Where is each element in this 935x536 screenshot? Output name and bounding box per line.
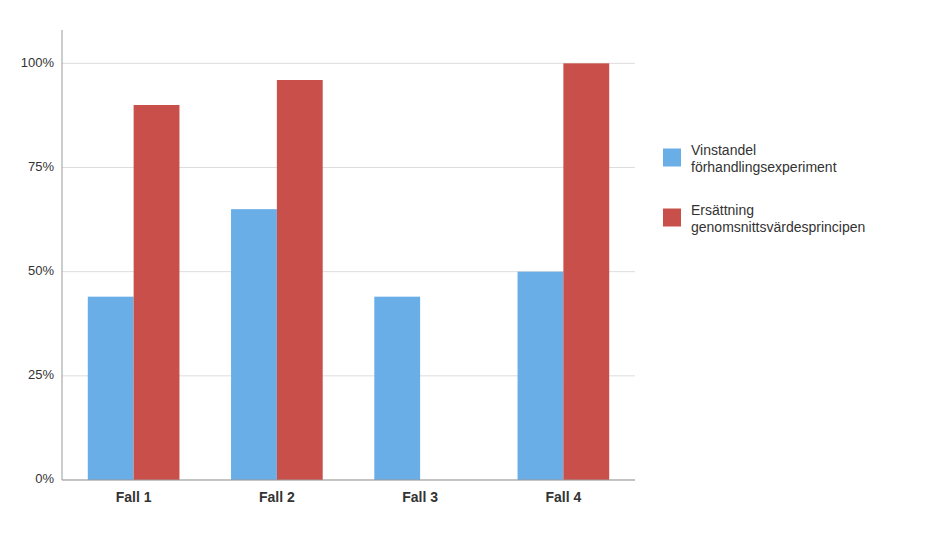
legend-label-line: Vinstandel	[691, 142, 756, 158]
grid-line	[62, 480, 635, 481]
page: {"chart_data": {"type": "bar", "categori…	[0, 0, 935, 536]
bar	[88, 297, 134, 480]
x-tick-label: Fall 2	[259, 489, 295, 505]
y-tick-label: 75%	[28, 159, 54, 174]
x-tick-label: Fall 1	[116, 489, 152, 505]
x-axis-line	[62, 480, 635, 481]
bars	[88, 63, 609, 480]
bar	[563, 63, 609, 480]
y-tick-label: 25%	[28, 367, 54, 382]
legend-label-line: Ersättning	[691, 202, 754, 218]
legend-label-line: förhandlingsexperiment	[691, 159, 837, 175]
chart-container: 0% 25% 50% 75% 100% Fall 1 Fall 2 Fall 3 Fall 4 V…	[0, 0, 935, 536]
y-tick-label: 100%	[21, 55, 55, 70]
bar	[518, 272, 564, 480]
y-tick-label: 0%	[35, 471, 54, 486]
grid-line	[62, 63, 635, 64]
grid	[62, 63, 635, 480]
bar	[134, 105, 180, 480]
x-tick-labels: Fall 1 Fall 2 Fall 3 Fall 4	[116, 489, 582, 505]
bar	[277, 80, 323, 480]
x-tick-label: Fall 4	[545, 489, 581, 505]
y-tick-labels: 0% 25% 50% 75% 100%	[21, 55, 55, 487]
legend: Vinstandelförhandlingsexperiment Ersättni…	[663, 142, 865, 235]
bar	[374, 297, 420, 480]
legend-label: Vinstandelförhandlingsexperiment	[691, 142, 837, 175]
chart-svg: 0% 25% 50% 75% 100% Fall 1 Fall 2 Fall 3 Fall 4 V…	[0, 0, 935, 536]
axes	[62, 30, 635, 480]
legend-label-line: genomsnittsvärdesprincipen	[691, 219, 865, 235]
legend-swatch	[663, 149, 681, 167]
legend-swatch	[663, 209, 681, 227]
legend-label: Ersättninggenomsnittsvärdesprincipen	[691, 202, 865, 235]
bar-series	[134, 63, 610, 480]
y-tick-label: 50%	[28, 263, 54, 278]
x-tick-label: Fall 3	[402, 489, 438, 505]
y-axis-line	[62, 30, 63, 480]
bar	[231, 209, 277, 480]
